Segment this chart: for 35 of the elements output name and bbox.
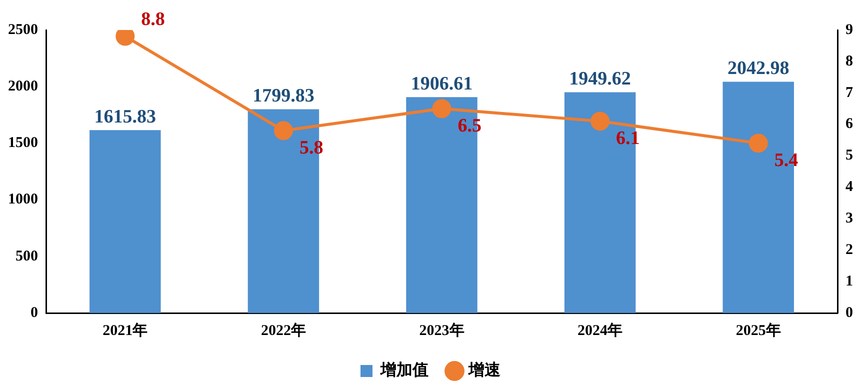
- y-tick-label: 0: [30, 304, 38, 321]
- y2-tick-label: 8: [846, 53, 853, 70]
- data-label: 8.8: [141, 9, 165, 30]
- y-tick-label: 2500: [8, 22, 38, 38]
- x-tick-label: 2024年: [578, 322, 623, 339]
- y2-tick-label: 4: [846, 179, 854, 196]
- y-tick-label: 500: [16, 248, 38, 264]
- y-tick-label: 2000: [8, 78, 38, 94]
- y2-tick-label: 7: [846, 84, 854, 101]
- point: [432, 99, 452, 118]
- x-tick-label: 2022年: [260, 322, 306, 339]
- point: [590, 112, 610, 131]
- y2-tick-label: 9: [846, 22, 853, 38]
- data-label: 1799.83: [252, 86, 314, 107]
- y-tick-label: 1000: [8, 192, 38, 208]
- y2-tick-label: 5: [846, 148, 853, 164]
- legend-label: 增速: [468, 361, 502, 380]
- point: [274, 121, 293, 140]
- x-tick-label: 2023年: [419, 322, 464, 339]
- data-label: 1615.83: [94, 106, 156, 128]
- y2-tick-label: 1: [846, 273, 853, 290]
- data-label: 2042.98: [727, 58, 790, 80]
- data-label: 1949.62: [569, 68, 631, 90]
- point: [116, 30, 135, 46]
- y-tick-label: 1500: [8, 135, 38, 152]
- y2-tick-label: 0: [846, 304, 853, 321]
- y2-tick-label: 3: [846, 210, 853, 227]
- data-label: 1906.61: [410, 74, 473, 95]
- y2-tick-label: 6: [846, 116, 854, 132]
- y2-tick-label: 2: [846, 242, 853, 258]
- x-tick-label: 2021年: [102, 322, 148, 339]
- legend-label: 增加值: [380, 361, 428, 380]
- x-tick-label: 2025年: [736, 322, 781, 339]
- bar: [90, 130, 161, 313]
- point: [748, 134, 768, 153]
